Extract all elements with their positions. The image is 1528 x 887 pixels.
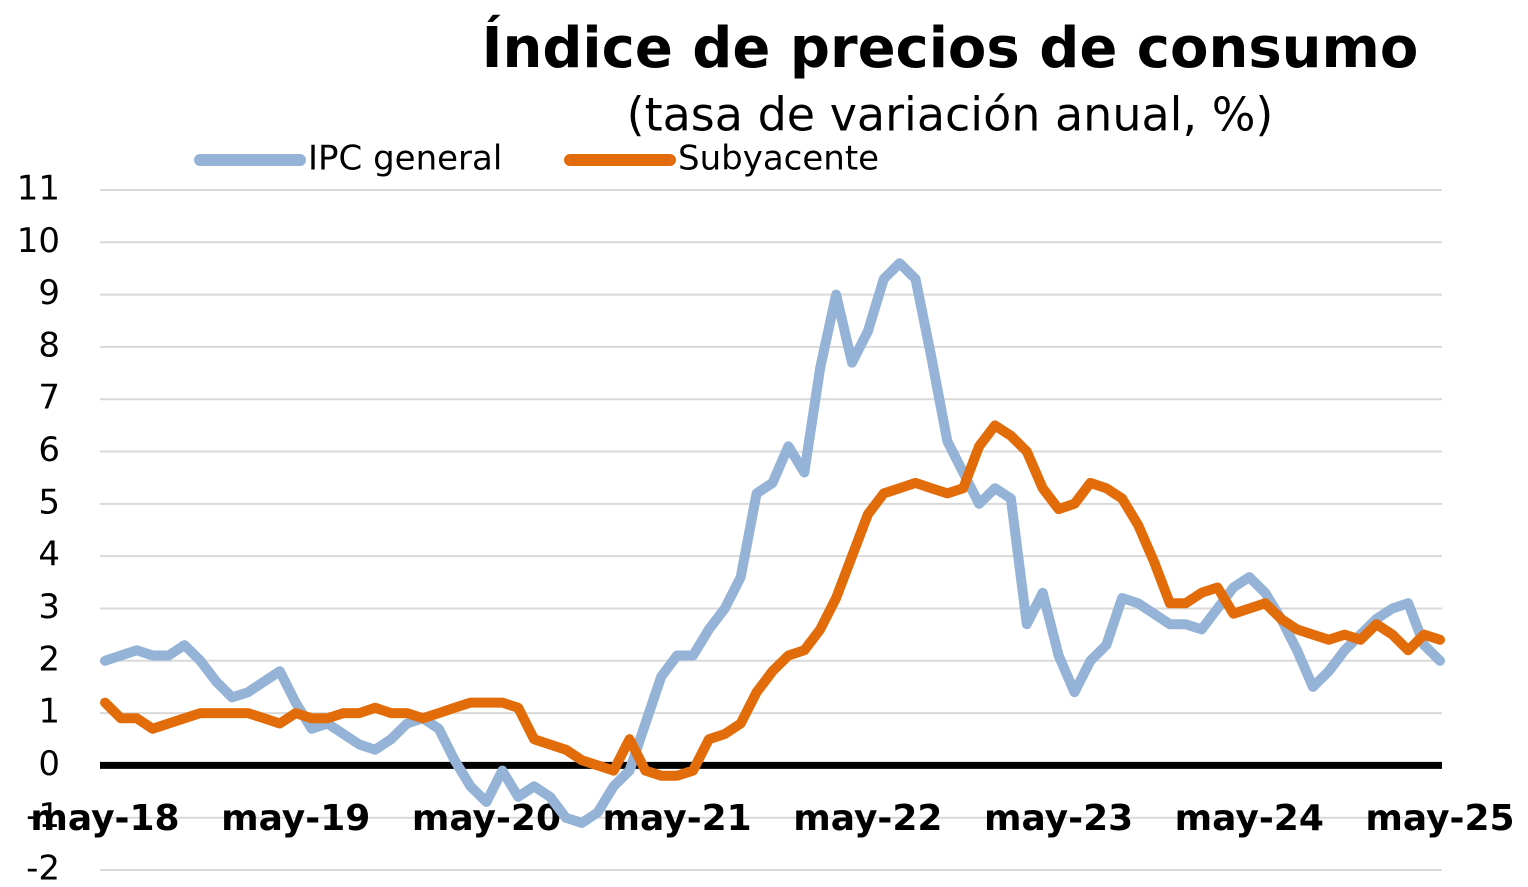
legend-label: IPC general	[308, 139, 502, 179]
y-tick-label: 8	[38, 325, 60, 365]
y-tick-label: 0	[38, 744, 60, 784]
x-tick-label: may-24	[1175, 798, 1324, 839]
y-tick-label: 5	[38, 482, 60, 522]
y-tick-label: 2	[38, 639, 60, 679]
x-tick-label: may-25	[1365, 798, 1514, 839]
chart-title: Índice de precios de consumo	[482, 15, 1419, 81]
line-series	[100, 420, 1445, 781]
y-tick-label: 4	[38, 535, 60, 575]
y-tick-label: -2	[26, 849, 60, 887]
x-tick-label: may-22	[793, 798, 942, 839]
chart-subtitle: (tasa de variación anual, %)	[627, 88, 1274, 142]
x-tick-label: may-23	[984, 798, 1133, 839]
y-tick-label: 6	[38, 430, 60, 470]
y-tick-label: 7	[38, 378, 60, 418]
y-tick-label: -1	[26, 796, 60, 836]
x-tick-label: may-18	[30, 798, 179, 839]
y-tick-label: 11	[17, 169, 60, 209]
line-series	[100, 258, 1445, 828]
y-tick-label: 9	[38, 273, 60, 313]
y-tick-label: 1	[38, 692, 60, 732]
legend-label: Subyacente	[678, 139, 879, 179]
y-tick-label: 10	[17, 221, 60, 261]
x-tick-label: may-19	[221, 798, 370, 839]
x-tick-label: may-21	[603, 798, 752, 839]
y-tick-label: 3	[38, 587, 60, 627]
